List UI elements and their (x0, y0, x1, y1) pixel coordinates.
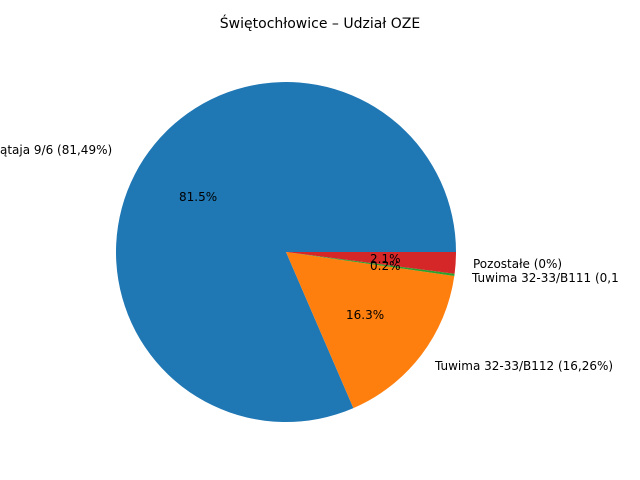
pct-tuwima-b111: 0.2% (370, 259, 401, 273)
label-tuwima-b112: Tuwima 32-33/B112 (16,26%) (434, 359, 613, 373)
wedge-tuwima-b111 (286, 252, 455, 276)
pct-tuwima-b112: 16.3% (346, 308, 384, 322)
chart-title: Świętochłowice – Udział OZE (219, 16, 421, 32)
pct-pozostale: 2.1% (370, 252, 401, 266)
wedge-ataja (116, 82, 457, 423)
label-ataja: ątaja 9/6 (81,49%) (0, 143, 112, 157)
wedge-pozostale (286, 252, 456, 274)
pct-ataja: 81.5% (179, 190, 217, 204)
label-tuwima-b111: Tuwima 32-33/B111 (0,1 (471, 271, 619, 285)
wedge-tuwima-b112 (286, 252, 455, 409)
label-pozostale: Pozostałe (0%) (473, 257, 562, 271)
